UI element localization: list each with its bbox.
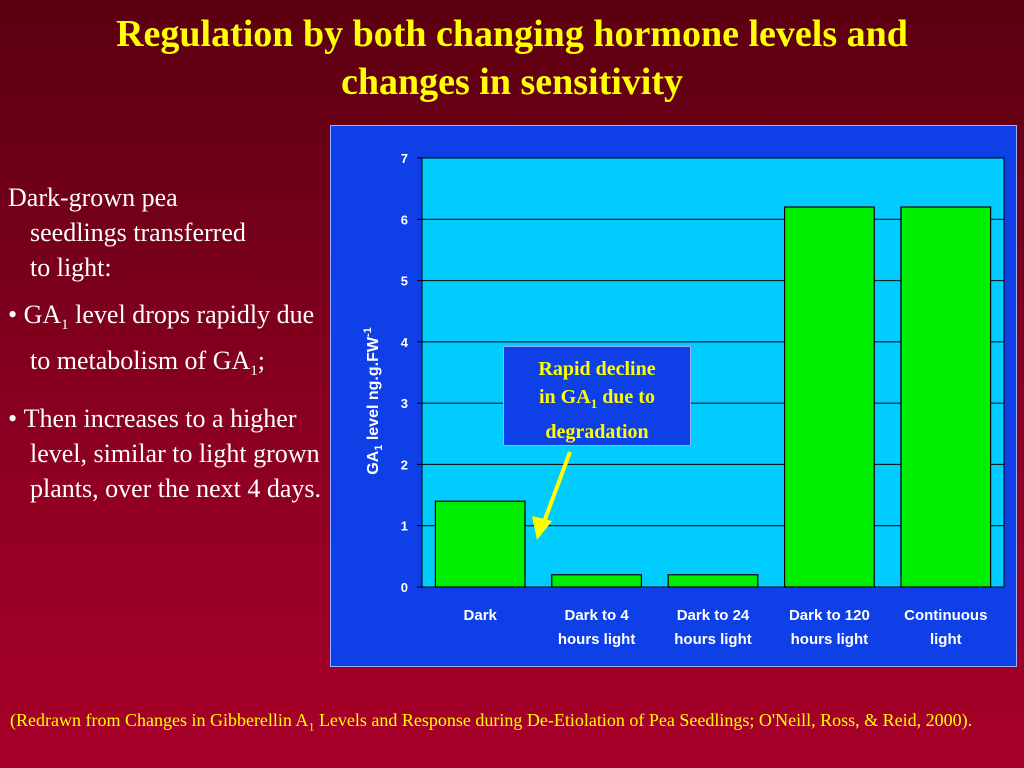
title-line-2: changes in sensitivity	[340, 61, 684, 103]
category-labels: Dark Dark to 4 hours light Dark to 24 hours …	[464, 607, 988, 648]
slide-title: Regulation by both changing hormone leve…	[0, 10, 1024, 106]
category-label-4: light	[930, 631, 962, 648]
callout-box: Rapid decline in GA1 due to degradation	[503, 346, 691, 446]
y-tick-label: 5	[401, 274, 408, 289]
y-tick-label: 7	[401, 151, 408, 166]
callout-line-2: in GA1 due to	[539, 386, 655, 411]
bar-0	[434, 500, 526, 588]
bar-2	[667, 574, 759, 588]
y-tick-label: 6	[401, 212, 408, 227]
bullet-text-block: Dark-grown pea seedlings transferred to …	[8, 180, 328, 518]
bullet-ga1-drops: GA1 level drops rapidly due to metabolis…	[8, 297, 328, 389]
y-tick-label: 2	[401, 457, 408, 472]
bullet1-text-b: level drops rapidly due to metabolism of…	[30, 300, 315, 376]
citation: (Redrawn from Changes in Gibberellin A1 …	[10, 710, 973, 734]
bars	[434, 206, 992, 588]
y-tick-label: 3	[401, 396, 408, 411]
intro-line-3: to light:	[30, 253, 112, 282]
category-label-0: Dark	[464, 607, 498, 624]
y-tick-label: 4	[401, 335, 409, 350]
bullet1-subscript-2: 1	[250, 363, 258, 380]
category-label-3: Dark to 120	[789, 607, 870, 624]
callout-line-1: Rapid decline	[538, 358, 656, 380]
title-line-1: Regulation by both changing hormone leve…	[116, 13, 908, 55]
bullet1-text-c: ;	[257, 346, 265, 376]
category-label-1: Dark to 4	[564, 607, 629, 624]
bar-1	[551, 574, 643, 588]
category-label-2: hours light	[674, 631, 752, 648]
bullet-then-increases: Then increases to a higher level, simila…	[8, 401, 328, 506]
bar-3	[783, 206, 875, 588]
y-tick-label: 1	[401, 519, 408, 534]
category-label-2: Dark to 24	[677, 607, 750, 624]
callout-line-3: degradation	[545, 421, 649, 443]
bar-chart: 0 1 2 3 4 5 6 7 Dark Dark to 4 hours light Dark to…	[362, 151, 1005, 648]
y-axis-label: GA1 level ng.g.FW-1	[362, 327, 385, 474]
intro-line-1: Dark-grown pea	[8, 183, 178, 212]
category-label-3: hours light	[791, 631, 869, 648]
y-tick-labels: 0 1 2 3 4 5 6 7	[401, 151, 409, 595]
y-tick-label: 0	[401, 580, 408, 595]
intro-paragraph: Dark-grown pea seedlings transferred to …	[8, 180, 328, 285]
category-label-4: Continuous	[904, 607, 987, 624]
bar-4	[900, 206, 992, 588]
category-label-1: hours light	[558, 631, 636, 648]
bullet1-text-a: GA	[23, 300, 62, 329]
bullet1-subscript: 1	[61, 317, 69, 334]
chart-frame: 0 1 2 3 4 5 6 7 Dark Dark to 4 hours light Dark to…	[330, 125, 1017, 667]
intro-line-2: seedlings transferred	[30, 218, 246, 247]
